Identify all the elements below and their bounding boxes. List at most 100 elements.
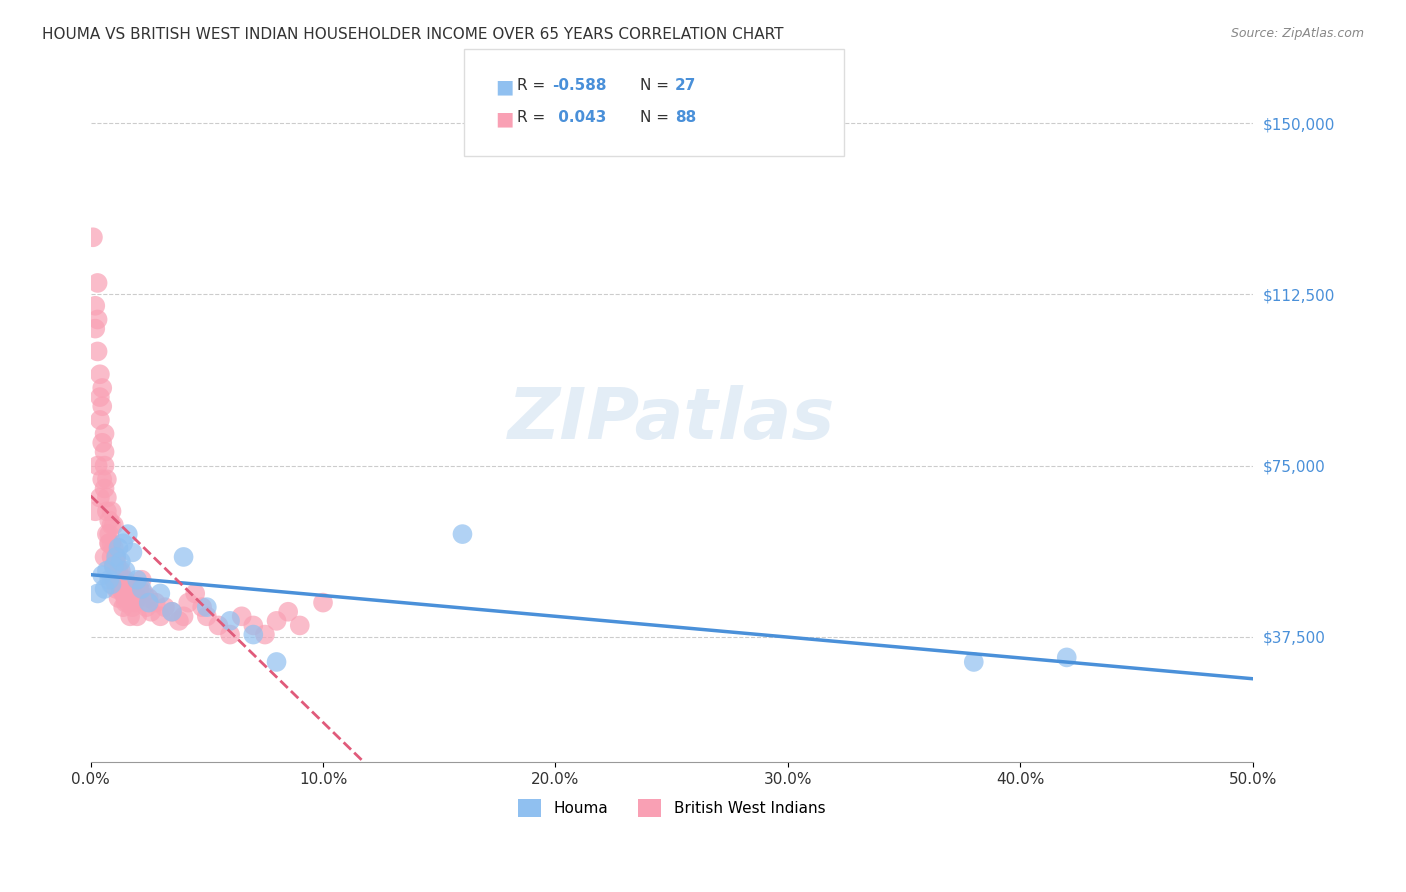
Point <box>219 627 242 641</box>
Point <box>112 536 135 550</box>
Point <box>149 586 172 600</box>
Point <box>121 586 143 600</box>
Point <box>184 586 207 600</box>
Point <box>112 586 135 600</box>
Text: 88: 88 <box>675 110 696 125</box>
Point <box>288 618 311 632</box>
Point <box>160 605 183 619</box>
Point <box>177 596 200 610</box>
Point <box>98 536 121 550</box>
Point <box>96 527 118 541</box>
Point <box>89 491 111 505</box>
Point <box>84 299 107 313</box>
Point <box>86 458 108 473</box>
Point <box>103 559 125 574</box>
Point <box>84 321 107 335</box>
Point <box>103 541 125 555</box>
Point <box>100 536 122 550</box>
Point <box>93 426 115 441</box>
Point <box>160 605 183 619</box>
Text: ■: ■ <box>495 78 513 96</box>
Point <box>91 399 114 413</box>
Point <box>117 582 139 596</box>
Point <box>132 586 155 600</box>
Point <box>112 600 135 615</box>
Point <box>277 605 299 619</box>
Point <box>86 344 108 359</box>
Point <box>242 618 264 632</box>
Point <box>138 591 160 605</box>
Point <box>93 445 115 459</box>
Point <box>312 596 335 610</box>
Text: R =: R = <box>517 78 551 93</box>
Point <box>105 582 128 596</box>
Point <box>135 600 157 615</box>
Point <box>963 655 986 669</box>
Point <box>219 614 242 628</box>
Point <box>93 549 115 564</box>
Point <box>82 230 104 244</box>
Point <box>89 368 111 382</box>
Point <box>86 586 108 600</box>
Point <box>96 564 118 578</box>
Point <box>100 577 122 591</box>
Point <box>124 596 146 610</box>
Text: -0.588: -0.588 <box>553 78 607 93</box>
Point <box>114 596 136 610</box>
Legend: Houma, British West Indians: Houma, British West Indians <box>512 792 831 823</box>
Point <box>253 627 276 641</box>
Text: ZIPatlas: ZIPatlas <box>508 385 835 454</box>
Point <box>131 582 153 596</box>
Point <box>107 541 129 555</box>
Point <box>207 618 229 632</box>
Point <box>93 582 115 596</box>
Point <box>105 549 128 564</box>
Point <box>153 600 176 615</box>
Point <box>105 554 128 568</box>
Text: N =: N = <box>640 78 673 93</box>
Point <box>114 564 136 578</box>
Point <box>1056 650 1078 665</box>
Text: 0.043: 0.043 <box>553 110 606 125</box>
Point <box>96 491 118 505</box>
Point <box>98 513 121 527</box>
Text: Source: ZipAtlas.com: Source: ZipAtlas.com <box>1230 27 1364 40</box>
Point <box>131 573 153 587</box>
Point <box>91 381 114 395</box>
Point <box>91 435 114 450</box>
Point <box>138 596 160 610</box>
Point <box>120 586 142 600</box>
Point <box>91 568 114 582</box>
Point <box>117 582 139 596</box>
Point <box>107 573 129 587</box>
Point <box>110 582 132 596</box>
Point <box>127 573 149 587</box>
Point <box>110 564 132 578</box>
Point <box>173 609 195 624</box>
Point <box>110 554 132 568</box>
Point <box>98 536 121 550</box>
Point <box>139 605 162 619</box>
Point <box>266 614 288 628</box>
Point <box>173 549 195 564</box>
Point <box>98 573 121 587</box>
Point <box>195 600 218 615</box>
Point <box>191 600 214 615</box>
Point <box>114 573 136 587</box>
Point <box>242 627 264 641</box>
Point <box>117 527 139 541</box>
Point <box>451 527 474 541</box>
Text: HOUMA VS BRITISH WEST INDIAN HOUSEHOLDER INCOME OVER 65 YEARS CORRELATION CHART: HOUMA VS BRITISH WEST INDIAN HOUSEHOLDER… <box>42 27 783 42</box>
Point <box>96 504 118 518</box>
Point <box>121 545 143 559</box>
Point <box>127 591 149 605</box>
Point <box>149 609 172 624</box>
Point <box>195 609 218 624</box>
Point <box>231 609 253 624</box>
Point <box>128 582 150 596</box>
Text: R =: R = <box>517 110 551 125</box>
Point <box>114 591 136 605</box>
Point <box>105 549 128 564</box>
Point <box>121 600 143 615</box>
Text: ■: ■ <box>495 110 513 128</box>
